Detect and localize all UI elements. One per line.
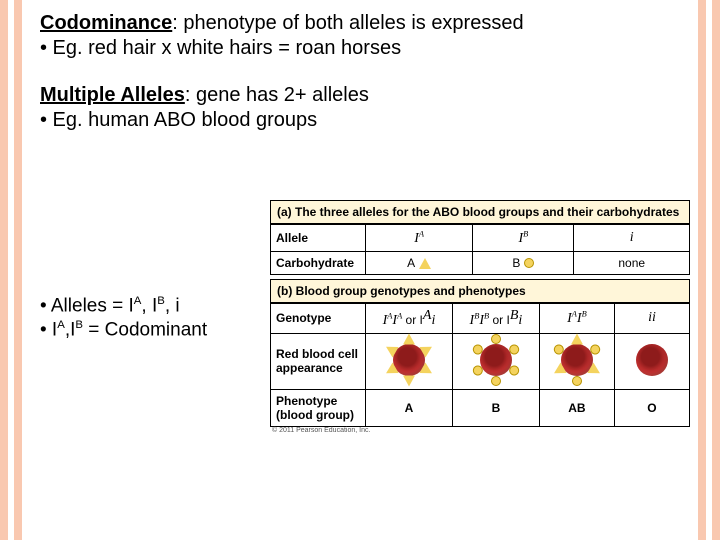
row-label-allele: Allele (271, 225, 366, 252)
abo-figure: (a) The three alleles for the ABO blood … (270, 200, 690, 434)
allele-notes: • Alleles = IA, IB, i • IA,IB = Codomina… (40, 295, 207, 344)
codominance-block: Codominance: phenotype of both alleles i… (40, 12, 680, 60)
codominance-example: • Eg. red hair x white hairs = roan hors… (40, 37, 680, 60)
cell-pheno-O: O (614, 389, 689, 426)
superscript-A: A (57, 319, 65, 331)
multiple-alleles-block: Multiple Alleles: gene has 2+ alleles • … (40, 84, 680, 132)
note-text: , I (141, 295, 157, 316)
table-row: Red blood cell appearance (271, 333, 690, 389)
codominance-def: : phenotype of both alleles is expressed (172, 12, 523, 34)
cell-allele-IA: IA (366, 225, 473, 252)
cell-allele-IB: IB (473, 225, 574, 252)
table-row: Phenotype (blood group) A B AB O (271, 389, 690, 426)
allele-table: Allele IA IB i Carbohydrate A B none (270, 224, 690, 275)
cell-carb-none: none (574, 251, 690, 274)
cell-rbc-A (366, 333, 453, 389)
cell-genotype-O: ii (614, 303, 689, 333)
cell-rbc-O (614, 333, 689, 389)
figure-a-title: (a) The three alleles for the ABO blood … (270, 200, 690, 224)
rbc-O-icon (630, 338, 674, 382)
figure-b-title: (b) Blood group genotypes and phenotypes (270, 279, 690, 303)
cell-allele-i: i (574, 225, 690, 252)
superscript-B: B (75, 319, 83, 331)
row-label-pheno: Phenotype (blood group) (271, 389, 366, 426)
multiple-alleles-example: • Eg. human ABO blood groups (40, 109, 680, 132)
table-row: Carbohydrate A B none (271, 251, 690, 274)
rbc-AB-icon (555, 338, 599, 382)
rbc-A-icon (387, 338, 431, 382)
rbc-B-icon (474, 338, 518, 382)
cell-pheno-B: B (452, 389, 539, 426)
cell-genotype-AB: IAIB (539, 303, 614, 333)
note-text: ,I (65, 320, 76, 341)
table-row: Genotype IAIA or IAi IBIB or IBi IAIB ii (271, 303, 690, 333)
cell-pheno-AB: AB (539, 389, 614, 426)
cell-rbc-AB (539, 333, 614, 389)
multiple-alleles-title: Multiple Alleles (40, 84, 185, 106)
figure-copyright: © 2011 Pearson Education, Inc. (270, 427, 690, 434)
row-label-rbc: Red blood cell appearance (271, 333, 366, 389)
cell-genotype-A: IAIA or IAi (366, 303, 453, 333)
row-label-carb: Carbohydrate (271, 251, 366, 274)
slide-content: Codominance: phenotype of both alleles i… (40, 12, 680, 156)
cell-carb-B: B (473, 251, 574, 274)
note-text: • I (40, 320, 57, 341)
circle-icon (524, 258, 534, 268)
table-row: Allele IA IB i (271, 225, 690, 252)
cell-rbc-B (452, 333, 539, 389)
cell-genotype-B: IBIB or IBi (452, 303, 539, 333)
note-text: , i (165, 295, 180, 316)
note-text: • Alleles = I (40, 295, 134, 316)
cell-pheno-A: A (366, 389, 453, 426)
row-label-genotype: Genotype (271, 303, 366, 333)
multiple-alleles-def: : gene has 2+ alleles (185, 84, 369, 106)
cell-carb-A: A (366, 251, 473, 274)
note-text: = Codominant (83, 320, 207, 341)
superscript-B: B (157, 295, 165, 307)
genotype-table: Genotype IAIA or IAi IBIB or IBi IAIB ii… (270, 303, 690, 427)
codominance-title: Codominance (40, 12, 172, 34)
triangle-icon (419, 258, 431, 269)
